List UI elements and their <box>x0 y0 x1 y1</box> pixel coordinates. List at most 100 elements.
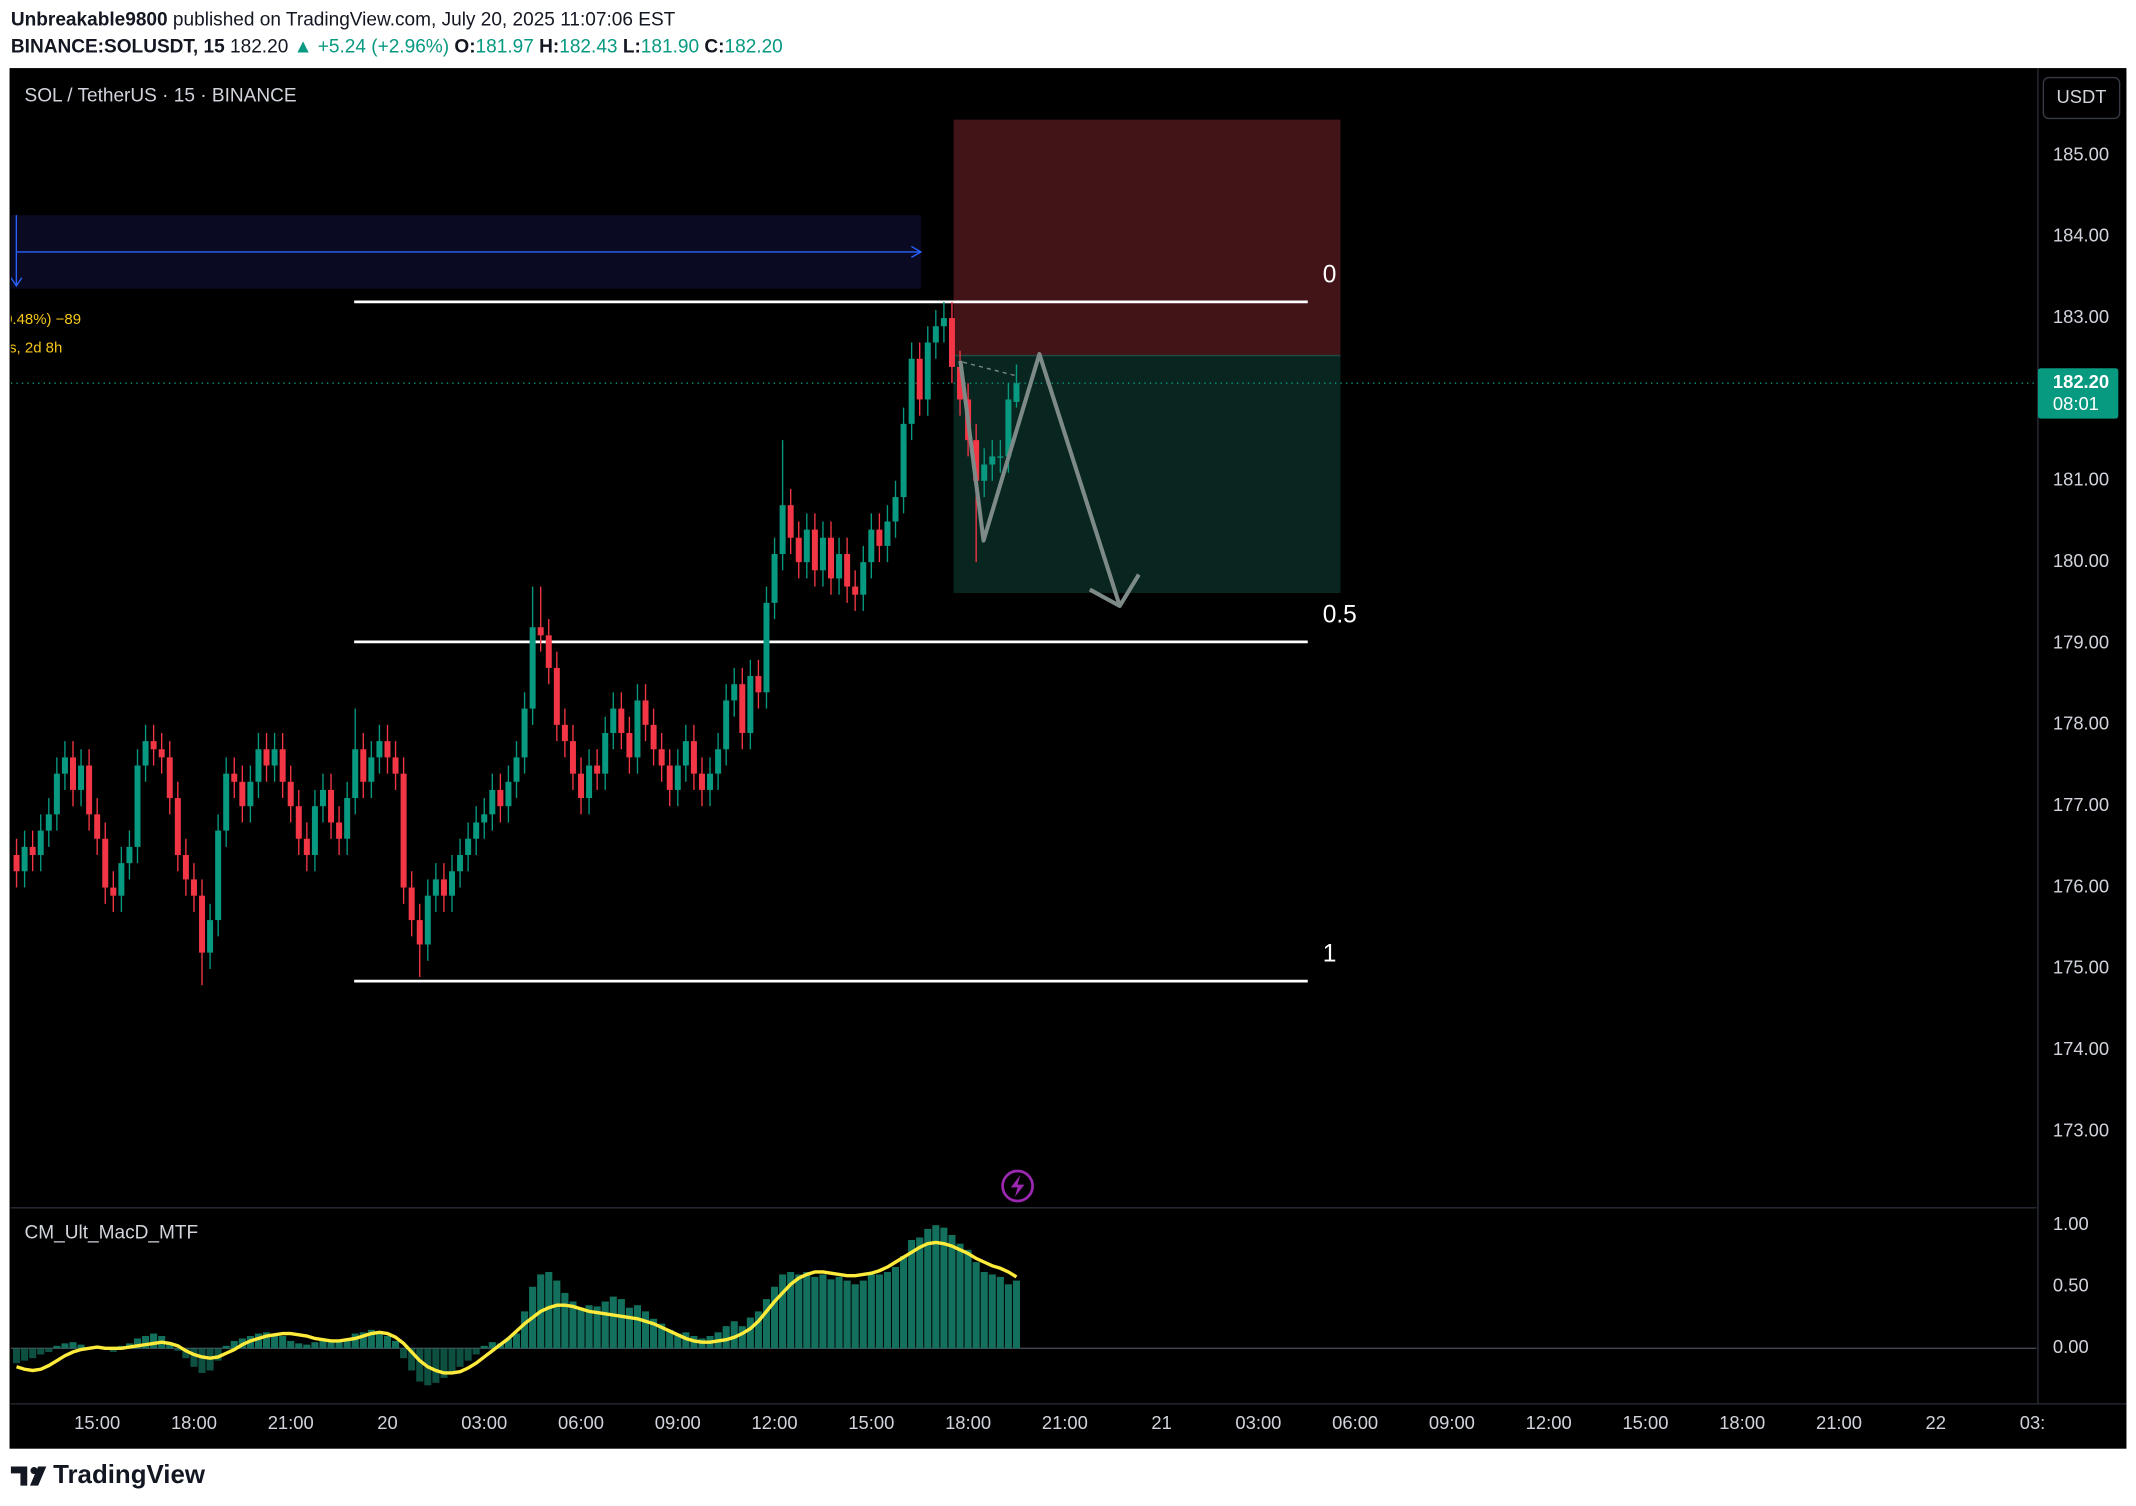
x-tick-label: 03: <box>2020 1412 2046 1433</box>
histogram-bar <box>432 1348 440 1383</box>
histogram-bar <box>859 1280 867 1349</box>
histogram-bar <box>375 1331 383 1349</box>
histogram-bar <box>150 1333 158 1349</box>
histogram-bar <box>545 1271 553 1349</box>
candle-body <box>311 806 318 856</box>
candle-body <box>626 732 633 758</box>
candle-body <box>190 879 197 896</box>
o: 181.97 <box>476 37 534 58</box>
candle-body <box>392 757 399 774</box>
y-tick-label: 174.00 <box>2053 1038 2109 1059</box>
x-tick-label: 20 <box>377 1412 397 1433</box>
x-tick-label: 22 <box>1926 1412 1946 1433</box>
y-tick-label: 177.00 <box>2053 794 2109 815</box>
histogram-bar <box>722 1326 730 1349</box>
author: Unbreakable9800 <box>11 9 168 30</box>
histogram-bar <box>198 1348 206 1373</box>
events-icon[interactable] <box>1001 1169 1034 1203</box>
histogram-bar <box>650 1318 658 1349</box>
target-zone <box>953 355 1341 594</box>
candle-body <box>247 781 254 807</box>
histogram-bar <box>77 1344 85 1349</box>
annotation: rs, 2d 8h <box>4 340 62 357</box>
histogram-bar <box>988 1274 996 1349</box>
candle-body <box>561 724 568 742</box>
candle-body <box>158 749 165 758</box>
candle-body <box>61 757 68 774</box>
candle-body <box>715 749 722 774</box>
o-label: O: <box>454 37 475 58</box>
candle-body <box>836 554 843 579</box>
chart-title: SOL / TetherUS · 15 · BINANCE <box>25 86 297 107</box>
candle-body <box>586 765 593 799</box>
candle-body <box>207 920 214 953</box>
candle-body <box>481 814 488 823</box>
histogram-bar <box>577 1307 585 1349</box>
histogram-bar <box>37 1348 45 1355</box>
stop-zone <box>953 119 1341 356</box>
fib-label: 1 <box>1323 941 1337 968</box>
x-tick-label: 15:00 <box>848 1412 894 1433</box>
candle-body <box>110 887 117 896</box>
candle-body <box>424 895 431 945</box>
logo: TradingView <box>53 1461 206 1489</box>
y-tick-label: 1.00 <box>2053 1213 2089 1234</box>
histogram-bar <box>271 1333 279 1349</box>
candle-body <box>497 789 504 807</box>
x-tick-label: 12:00 <box>752 1412 798 1433</box>
histogram-bar <box>472 1348 480 1355</box>
candle-body <box>1013 383 1020 402</box>
y-tick-label: 181.00 <box>2053 469 2109 490</box>
y-tick-label: 175.00 <box>2053 957 2109 978</box>
candle-body <box>860 562 867 595</box>
histogram-bar <box>771 1286 779 1349</box>
histogram-bar <box>835 1276 843 1349</box>
candle-body <box>819 537 826 571</box>
candle-body <box>199 895 206 953</box>
candle-body <box>852 586 859 595</box>
histogram-bar <box>190 1348 198 1367</box>
candle-body <box>997 456 1004 458</box>
histogram-bar <box>867 1274 875 1349</box>
x-tick-label: 15:00 <box>74 1412 120 1433</box>
candle-body <box>1005 399 1012 457</box>
histogram-bar <box>948 1235 956 1349</box>
x-tick-label: 06:00 <box>558 1412 604 1433</box>
histogram-bar <box>335 1342 343 1349</box>
c: 182.20 <box>725 37 783 58</box>
histogram-bar <box>327 1340 335 1349</box>
histogram-bar <box>980 1271 988 1349</box>
events-bolt <box>1010 1175 1025 1197</box>
candle-body <box>868 529 875 563</box>
unit[interactable]: USDT <box>2056 86 2106 107</box>
candle-body <box>650 724 657 750</box>
histogram-bar <box>303 1344 311 1349</box>
histogram-bar <box>133 1338 142 1349</box>
candle-body <box>529 627 536 709</box>
candle-body <box>344 798 351 839</box>
symbol: BINANCE:SOLUSDT, 15 <box>11 37 225 58</box>
candle-body <box>303 838 310 856</box>
candle-body <box>215 830 222 921</box>
histogram-bar <box>448 1348 456 1373</box>
candle-body <box>263 749 270 766</box>
histogram-bar <box>674 1333 682 1349</box>
candle-body <box>787 505 794 538</box>
unit-button[interactable] <box>2042 76 2121 120</box>
candle-body <box>239 781 246 807</box>
histogram-bar <box>932 1225 940 1349</box>
candle-body <box>884 521 891 546</box>
histogram-bar <box>456 1348 464 1367</box>
candle-body <box>948 318 955 367</box>
candle-body <box>569 741 576 774</box>
published: published on TradingView.com, July 20, 2… <box>173 9 676 30</box>
candle-body <box>126 846 133 864</box>
histogram-bar <box>617 1299 625 1349</box>
candle-body <box>900 423 907 498</box>
histogram-bar <box>682 1332 690 1349</box>
candle-body <box>223 773 230 831</box>
histogram-bar <box>416 1348 424 1382</box>
publish-info: Unbreakable9800 published on TradingView… <box>11 9 676 30</box>
histogram-bar <box>480 1345 488 1349</box>
